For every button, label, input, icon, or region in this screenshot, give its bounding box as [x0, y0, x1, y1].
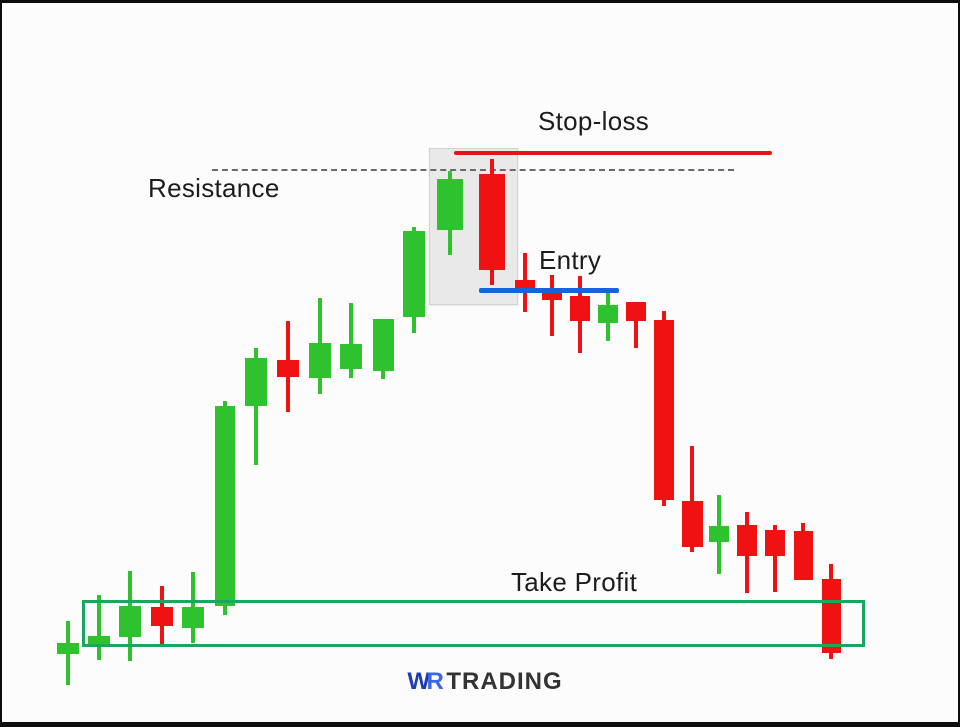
candle-body-up	[182, 607, 204, 628]
take-profit-box	[82, 600, 865, 647]
wr-trading-logo: WRTRADING	[407, 668, 562, 696]
candle-wick	[349, 303, 353, 378]
candle-body-up	[57, 643, 79, 654]
logo-letter-w: W	[407, 668, 431, 695]
take-profit-label: Take Profit	[511, 567, 638, 597]
chart-canvas: Stop-loss Resistance Entry Take Profit W…	[2, 3, 958, 722]
candle-body-up	[372, 319, 394, 371]
logo-letter-r: R	[426, 668, 445, 695]
candle-wick	[690, 446, 694, 552]
candle-body-down	[151, 607, 173, 626]
candle-body-down	[542, 291, 562, 300]
candle-body-up	[309, 343, 331, 378]
candle-body-down	[681, 501, 703, 547]
candle-wick	[634, 302, 638, 348]
candle-wick	[97, 595, 101, 660]
candle-body-up	[403, 231, 425, 317]
logo-wr-mark: WR	[407, 668, 444, 695]
candle-wick	[254, 348, 258, 465]
candle-body-up	[88, 636, 110, 645]
candle-body-up	[709, 526, 729, 542]
candle-body-up	[215, 406, 235, 606]
candle-wick	[773, 525, 777, 592]
candle-body-down	[654, 320, 674, 500]
candle-body-up	[119, 606, 141, 637]
entry-label: Entry	[539, 245, 602, 275]
resistance-label: Resistance	[148, 173, 280, 203]
candle-body-up	[437, 179, 463, 230]
candle-body-down	[737, 525, 757, 556]
candle-body-down	[479, 174, 505, 270]
candle-body-down	[277, 360, 299, 377]
candle-body-up	[340, 344, 362, 369]
candle-body-down	[765, 530, 785, 556]
candle-wick	[550, 275, 554, 336]
candle-body-down	[570, 296, 590, 321]
candle-body-down	[793, 531, 813, 580]
entry-line	[479, 288, 619, 293]
logo-trading-text: TRADING	[446, 668, 563, 695]
candle-body-up	[598, 305, 618, 323]
stop-loss-label: Stop-loss	[538, 106, 650, 136]
candlestick-series	[2, 3, 958, 722]
candle-body-down	[626, 302, 646, 321]
candle-body-down	[821, 579, 841, 653]
stop-loss-line	[454, 151, 772, 155]
candle-body-up	[245, 358, 267, 406]
resistance-line	[212, 169, 734, 171]
